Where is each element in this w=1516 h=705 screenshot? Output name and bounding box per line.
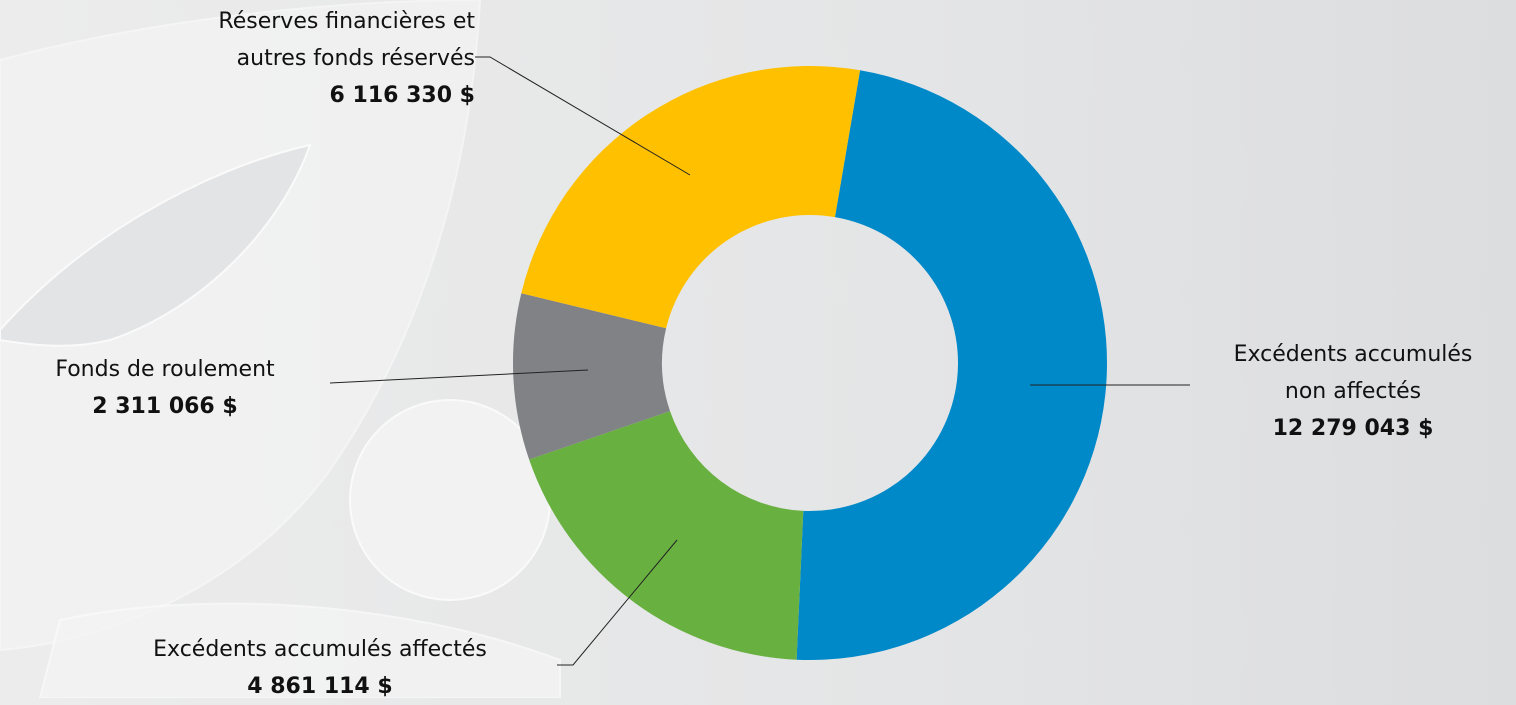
value-label: 6 116 330 $ — [60, 77, 475, 114]
page: Excédents accumulés non affectés 12 279 0… — [0, 0, 1516, 698]
category-name: Excédents accumulés non affectés — [1234, 342, 1473, 404]
slice-label: Réserves financières et autres fonds rés… — [60, 3, 475, 114]
category-name: Fonds de roulement — [55, 357, 274, 382]
slice-label: Excédents accumulés affectés 4 861 114 $ — [90, 631, 550, 705]
slice-label: Fonds de roulement 2 311 066 $ — [0, 351, 330, 425]
donut-slice — [529, 411, 803, 660]
value-label: 4 861 114 $ — [90, 668, 550, 705]
value-label: 2 311 066 $ — [0, 388, 330, 425]
value-label: 12 279 043 $ — [1190, 410, 1516, 447]
category-name: Excédents accumulés affectés — [153, 637, 487, 662]
category-name: Réserves financières et autres fonds rés… — [218, 9, 475, 71]
slice-label: Excédents accumulés non affectés 12 279 0… — [1190, 336, 1516, 447]
